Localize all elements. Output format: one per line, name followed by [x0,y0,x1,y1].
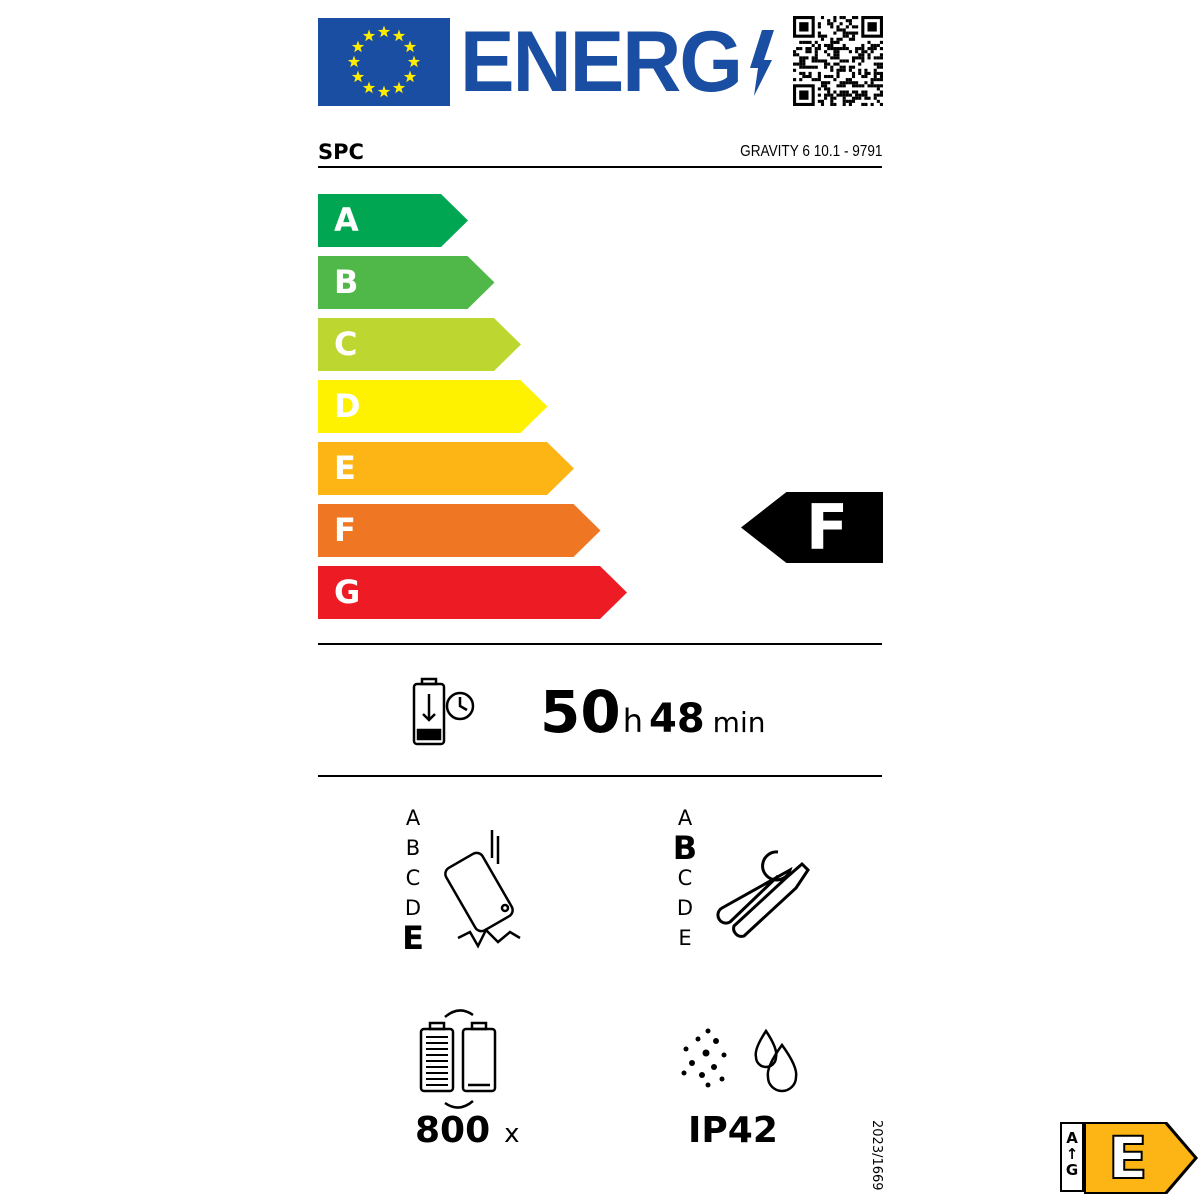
cycles-value: 800 [415,1110,491,1151]
cycles-unit: x [504,1119,520,1149]
energy-class-badge[interactable]: A ↑ G E [1060,1122,1198,1194]
arrow-up-icon: ↑ [1065,1145,1079,1163]
star-icon [392,29,406,42]
star-icon [377,85,391,98]
eu-stars-icon [347,25,421,98]
hours-unit: h [622,702,643,740]
energy-class-pointer: F [741,492,883,563]
dust-water-icon [681,1028,798,1093]
star-icon [403,40,417,53]
badge-bottom-class: G [1065,1161,1079,1179]
energy-logo: ENERG [460,14,743,110]
divider [318,643,882,645]
battery-endurance: 50h 48 min [540,678,765,746]
energy-class-bar-f: F [318,504,601,557]
badge-top-class: A [1066,1129,1078,1147]
scale-class-e: E [402,919,424,957]
battery-cycle-icon [419,1009,497,1109]
energy-class-bar-e: E [318,442,574,495]
scale-class-d: D [676,896,694,920]
eu-flag [318,18,450,106]
divider [318,775,882,777]
minutes-unit: min [712,706,766,739]
scale-class-b: B [405,836,421,860]
scale-class-b: B [672,829,698,867]
battery-cycles: 800 x [415,1110,520,1151]
energy-class-bar-a: A [318,194,468,247]
energy-class-bar-c: C [318,318,521,371]
falling-phone-icon [444,830,521,949]
star-icon [347,55,361,68]
star-icon [362,29,376,42]
star-icon [362,81,376,94]
model-identifier: GRAVITY 6 10.1 - 9791 [739,143,882,160]
divider [318,166,882,168]
supplier-name: SPC [318,140,364,164]
logo-text: ENERG [460,14,743,110]
star-icon [392,81,406,94]
energy-class-bar-b: B [318,256,495,309]
minutes-value: 48 [649,696,705,742]
wrench-screwdriver-icon [716,850,810,938]
energy-class-bar-d: D [318,380,548,433]
lightning-icon [750,30,774,96]
qr-code[interactable] [793,16,883,106]
scale-class-a: A [405,806,421,830]
star-icon [407,55,421,68]
energy-class-bar-g: G [318,566,627,619]
scale-class-c: C [405,866,421,890]
hours-value: 50 [540,678,621,746]
scale-class-d: D [404,896,422,920]
star-icon [351,40,365,53]
star-icon [403,70,417,83]
scale-class-a: A [677,806,693,830]
badge-rating: E [1086,1124,1194,1192]
ip-rating: IP42 [688,1110,778,1151]
battery-clock-icon [412,677,475,746]
scale-class-c: C [677,866,693,890]
scale-class-e: E [678,926,692,950]
star-icon [377,25,391,38]
star-icon [351,70,365,83]
regulation-number: 2023/1669 [869,1120,884,1191]
